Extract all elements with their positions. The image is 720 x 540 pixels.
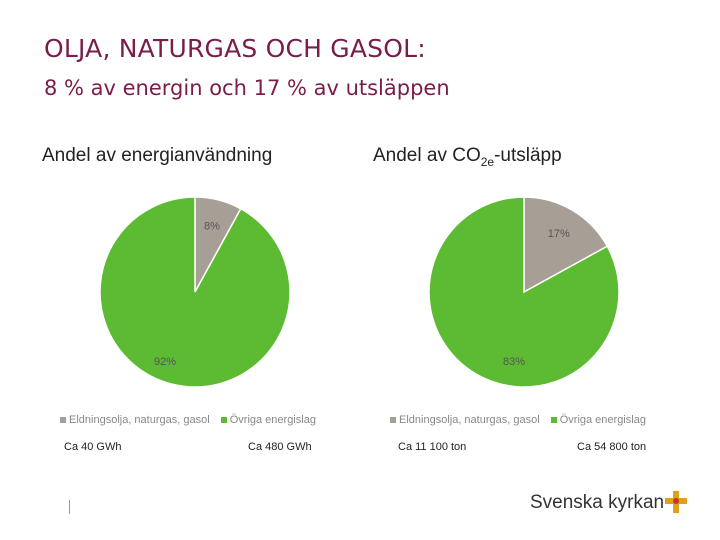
pie-label-other: 83% bbox=[503, 356, 525, 368]
legend-item-fossil: Eldningsolja, naturgas, gasol bbox=[60, 414, 210, 426]
pie-chart-energy: 8% 92% bbox=[99, 196, 291, 388]
legend-item-other: Övriga energislag bbox=[220, 414, 316, 426]
legend-energy: Eldningsolja, naturgas, gasol Övriga ene… bbox=[60, 414, 324, 426]
chart-heading-co2-pre: Andel av CO bbox=[373, 145, 481, 166]
chart-heading-energy-text: Andel av energianvändning bbox=[42, 145, 273, 166]
legend-co2: Eldningsolja, naturgas, gasol Övriga ene… bbox=[390, 414, 654, 426]
legend-swatch-other bbox=[550, 417, 557, 424]
chart-heading-co2-sub: 2e bbox=[480, 154, 495, 169]
cross-logo-icon bbox=[665, 491, 687, 513]
legend-swatch-fossil bbox=[60, 417, 66, 424]
legend-label-fossil: Eldningsolja, naturgas, gasol bbox=[69, 414, 210, 426]
page-title: OLJA, NATURGAS OCH GASOL: bbox=[44, 34, 426, 63]
legend-label-other: Övriga energislag bbox=[559, 414, 646, 426]
logo-text: Svenska kyrkan bbox=[530, 492, 665, 513]
pie-chart-co2: 17% 83% bbox=[428, 196, 620, 388]
pie-slice-other bbox=[99, 196, 291, 388]
pie-label-fossil: 17% bbox=[548, 228, 570, 240]
legend-item-other: Övriga energislag bbox=[550, 414, 646, 426]
chart-heading-co2: Andel av CO2e-utsläpp bbox=[373, 145, 562, 169]
legend-label-other: Övriga energislag bbox=[229, 414, 316, 426]
legend-swatch-other bbox=[220, 417, 227, 424]
page-subtitle: 8 % av energin och 17 % av utsläppen bbox=[44, 76, 450, 100]
legend-item-fossil: Eldningsolja, naturgas, gasol bbox=[390, 414, 540, 426]
total-co2-other: Ca 54 800 ton bbox=[577, 441, 647, 453]
footer-divider bbox=[69, 500, 70, 514]
legend-swatch-fossil bbox=[390, 417, 396, 424]
total-energy-other: Ca 480 GWh bbox=[248, 441, 312, 453]
pie-label-other: 92% bbox=[154, 356, 176, 368]
pie-label-fossil: 8% bbox=[204, 221, 220, 233]
chart-heading-co2-post: -utsläpp bbox=[494, 145, 562, 166]
total-co2-fossil: Ca 11 100 ton bbox=[398, 441, 467, 453]
chart-heading-energy: Andel av energianvändning bbox=[42, 145, 272, 167]
legend-label-fossil: Eldningsolja, naturgas, gasol bbox=[399, 414, 540, 426]
pie-slice-other bbox=[428, 196, 620, 388]
total-energy-fossil: Ca 40 GWh bbox=[64, 441, 122, 453]
pie-slice-fossil bbox=[523, 196, 609, 294]
